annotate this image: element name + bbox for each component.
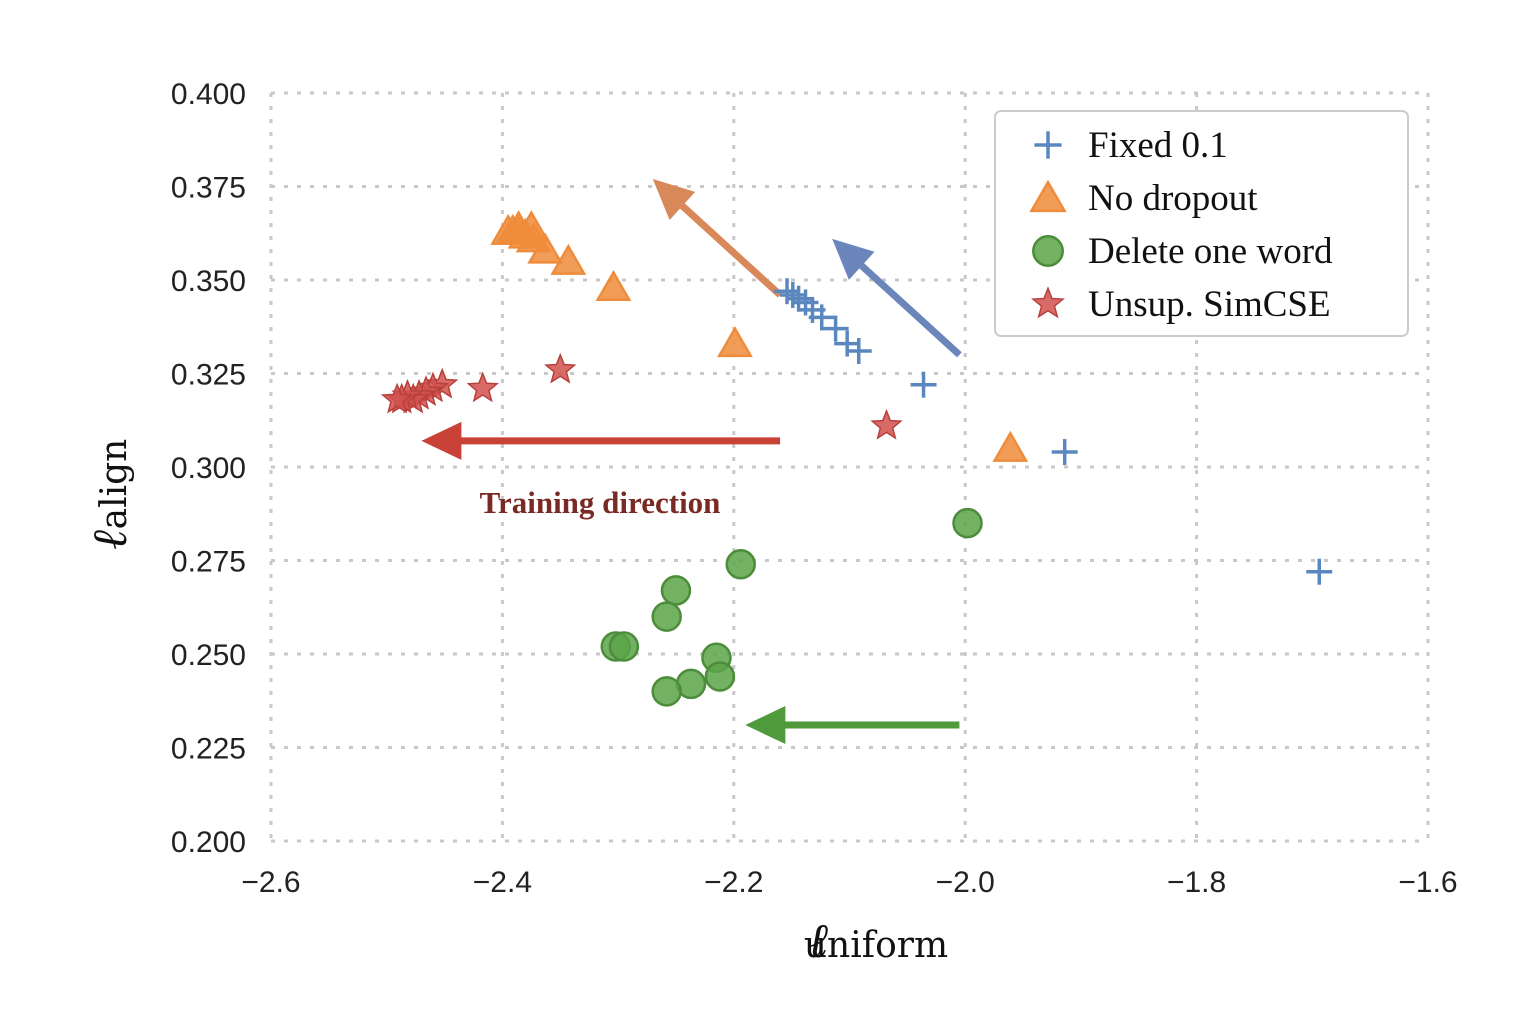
data-point-triangle (490, 213, 527, 245)
legend-label: No dropout (1088, 178, 1258, 219)
x-axis-label-symbol: ℓ (808, 913, 828, 969)
data-point-triangle (992, 430, 1029, 462)
legend-label: Unsup. SimCSE (1088, 284, 1331, 325)
y-tick-label: 0.225 (171, 733, 246, 766)
arrow-head (652, 179, 696, 221)
direction-arrows (421, 179, 962, 745)
legend-marker-plus (1034, 131, 1062, 159)
data-point-star (380, 382, 414, 414)
data-point-plus (779, 281, 806, 308)
x-tick-label: −1.8 (1167, 866, 1226, 899)
x-tick-label: −2.0 (936, 866, 995, 899)
data-point-star (544, 352, 577, 384)
data-point-circle (608, 631, 640, 662)
arrow-head (832, 238, 875, 280)
data-point-circle (651, 601, 682, 632)
data-points (380, 210, 1333, 707)
legend-marker-circle (1032, 235, 1064, 267)
y-axis-label: ℓ align (82, 439, 138, 550)
y-tick-label: 0.375 (171, 172, 246, 205)
legend-label: Fixed 0.1 (1088, 125, 1228, 166)
y-tick-label: 0.350 (171, 265, 246, 298)
direction-arrow (745, 706, 960, 745)
legend-marker-triangle (1029, 179, 1067, 213)
data-point-circle (704, 661, 736, 692)
x-tick-label: −2.6 (241, 866, 300, 899)
data-point-plus (1051, 439, 1078, 466)
arrow-head (421, 421, 462, 460)
data-point-star (870, 408, 903, 440)
x-tick-label: −1.6 (1398, 866, 1457, 899)
data-point-triangle (595, 269, 632, 302)
direction-arrow (421, 421, 781, 460)
arrow-shaft (677, 200, 783, 298)
data-point-circle (651, 676, 682, 707)
data-point-plus (834, 330, 861, 357)
y-tick-label: 0.400 (171, 78, 246, 111)
data-point-star (466, 371, 499, 403)
data-point-circle (952, 507, 983, 539)
arrow-head (745, 706, 786, 745)
data-point-circle (660, 575, 692, 606)
x-tick-label: −2.2 (704, 866, 763, 899)
direction-arrow (832, 238, 962, 358)
legend: Fixed 0.1 No dropout Delete one word Unsup.… (994, 110, 1409, 337)
y-tick-label: 0.200 (171, 826, 246, 859)
data-point-circle (725, 548, 756, 580)
y-tick-label: 0.300 (171, 452, 246, 485)
legend-box (994, 110, 1409, 337)
y-tick-label: 0.275 (171, 546, 246, 579)
series-star (380, 352, 903, 440)
x-axis-label: ℓ uniform (804, 913, 948, 969)
data-point-plus (822, 315, 849, 342)
x-axis-label-subscript: uniform (804, 925, 948, 966)
series-triangle (490, 210, 1029, 462)
tick-labels: −2.6 −2.4 −2.2 −2.0 −1.8 −1.6 0.200 0.225 0.250 0… (171, 78, 1458, 899)
data-point-plus (1306, 558, 1333, 585)
series-plus (774, 278, 1333, 585)
training-direction-annotation: Training direction (480, 485, 721, 520)
arrow-shaft (856, 260, 962, 358)
data-point-plus (910, 371, 937, 398)
y-axis-label-subscript: align (94, 439, 135, 530)
y-tick-label: 0.325 (171, 359, 246, 392)
data-point-triangle (717, 326, 753, 358)
y-axis-label-symbol: ℓ (82, 530, 138, 550)
direction-arrow (652, 179, 783, 298)
x-tick-label: −2.4 (473, 866, 532, 899)
legend-label: Delete one word (1088, 231, 1333, 272)
y-tick-label: 0.250 (171, 639, 246, 672)
series-circle (600, 507, 983, 707)
legend-marker-star (1031, 286, 1065, 319)
data-point-plus (774, 278, 801, 305)
